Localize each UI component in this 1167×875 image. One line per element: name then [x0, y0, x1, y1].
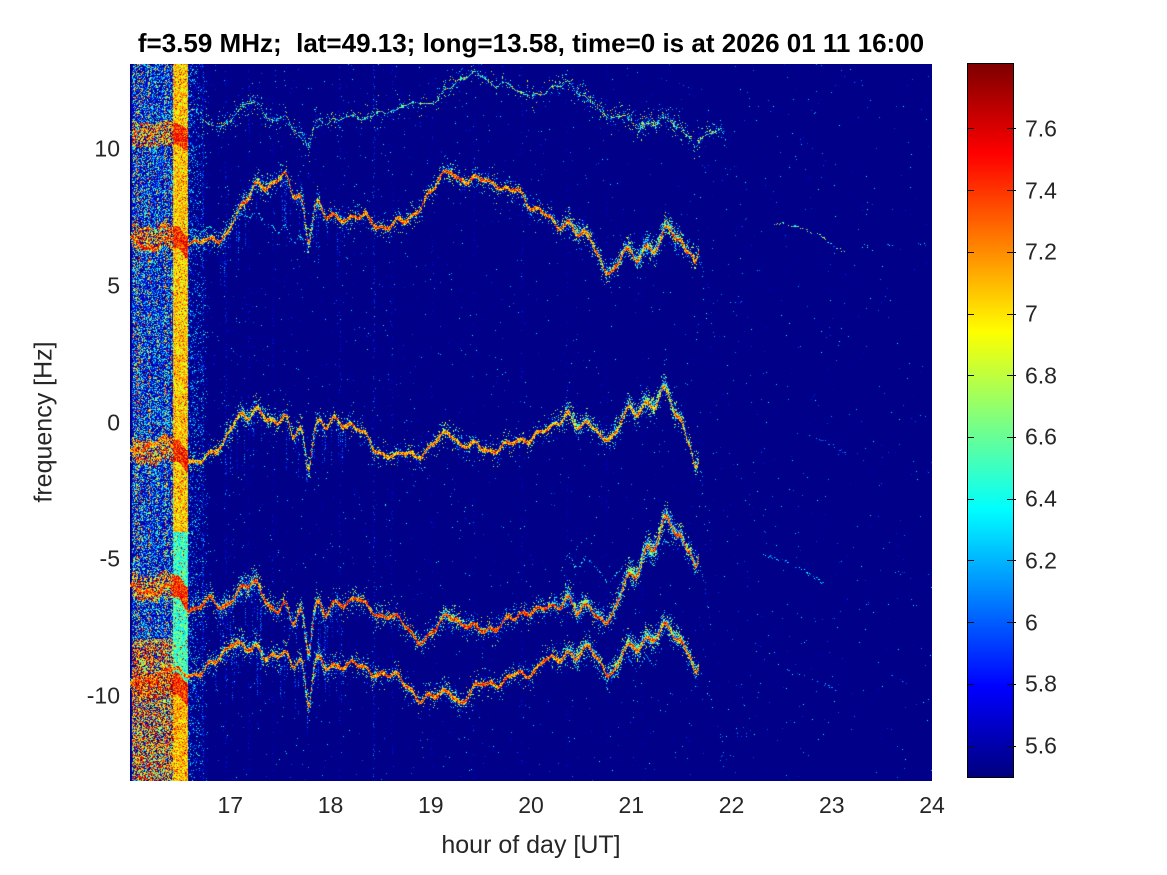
- y-tick-label: 5: [107, 272, 120, 299]
- colorbar-tick-mark: [1007, 499, 1016, 500]
- colorbar-tick-mark: [1007, 746, 1016, 747]
- x-axis-label: hour of day [UT]: [441, 831, 621, 859]
- colorbar-tick-mark: [1007, 190, 1016, 191]
- colorbar-tick-label: 5.8: [1025, 670, 1057, 697]
- colorbar-tick-mark: [968, 190, 974, 191]
- colorbar-tick-label: 6: [1025, 609, 1038, 636]
- colorbar-tick-mark: [968, 437, 974, 438]
- colorbar-tick-mark: [968, 684, 974, 685]
- colorbar-tick-label: 6.8: [1025, 362, 1057, 389]
- colorbar-tick-label: 6.2: [1025, 547, 1057, 574]
- colorbar-tick-mark: [968, 746, 974, 747]
- colorbar-tick-mark: [968, 128, 974, 129]
- colorbar-tick-mark: [968, 375, 974, 376]
- spectrogram-canvas: [130, 64, 932, 781]
- x-tick-label: 22: [718, 792, 745, 818]
- colorbar-canvas: [967, 63, 1014, 778]
- x-tick-label: 23: [818, 792, 845, 818]
- colorbar-tick-mark: [968, 252, 974, 253]
- colorbar-tick-mark: [968, 314, 974, 315]
- colorbar-tick-label: 6.6: [1025, 423, 1057, 450]
- y-tick-label: 10: [94, 135, 120, 162]
- colorbar-tick-mark: [1007, 128, 1016, 129]
- colorbar-tick-label: 5.6: [1025, 732, 1057, 759]
- y-tick-label: -10: [86, 682, 120, 709]
- x-tick-label: 20: [518, 792, 544, 818]
- y-tick-label: -5: [99, 545, 120, 572]
- colorbar-tick-label: 7.4: [1025, 177, 1057, 204]
- colorbar-tick-mark: [968, 622, 974, 623]
- colorbar-tick-mark: [1007, 314, 1016, 315]
- colorbar-tick-mark: [1007, 437, 1016, 438]
- colorbar-tick-mark: [1007, 622, 1016, 623]
- x-tick-label: 21: [618, 792, 645, 818]
- colorbar-tick-label: 7.6: [1025, 115, 1057, 142]
- colorbar-tick-mark: [968, 560, 974, 561]
- x-tick-label: 19: [417, 792, 444, 818]
- x-tick-label: 18: [317, 792, 344, 818]
- colorbar-tick-mark: [1007, 560, 1016, 561]
- colorbar-tick-mark: [1007, 252, 1016, 253]
- colorbar-tick-label: 6.4: [1025, 485, 1057, 512]
- colorbar-tick-mark: [1007, 684, 1016, 685]
- colorbar-tick-mark: [1007, 375, 1016, 376]
- colorbar-tick-mark: [968, 499, 974, 500]
- y-tick-label: 0: [107, 409, 120, 435]
- colorbar-tick-label: 7: [1025, 300, 1038, 327]
- x-tick-label: 24: [919, 792, 945, 818]
- x-tick-label: 17: [217, 792, 244, 818]
- plot-title: f=3.59 MHz; lat=49.13; long=13.58, time=…: [137, 28, 925, 58]
- colorbar-tick-label: 7.2: [1025, 238, 1057, 265]
